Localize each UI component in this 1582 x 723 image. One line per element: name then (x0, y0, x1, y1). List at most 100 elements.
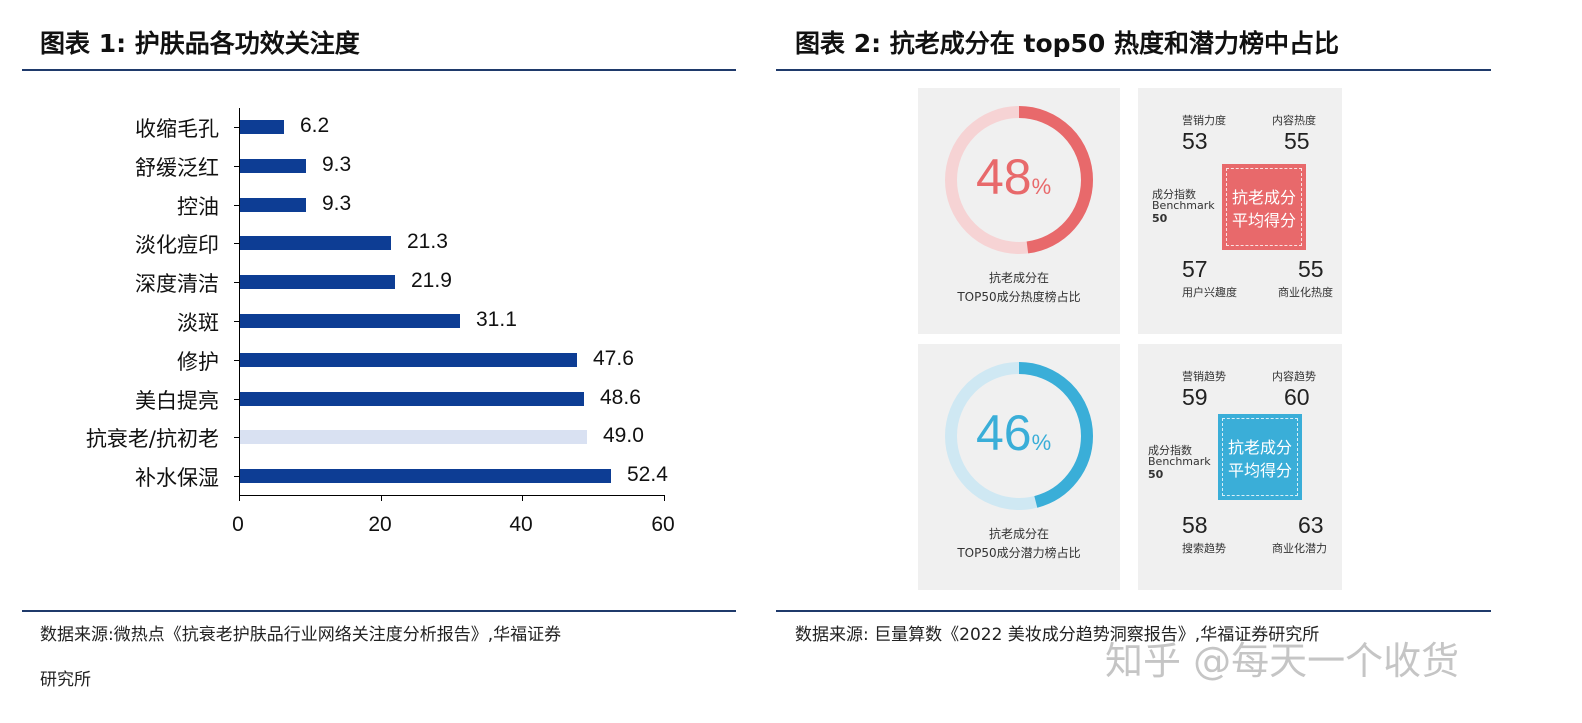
right-source-rule (776, 610, 1491, 612)
category-label: 美白提亮 (135, 389, 219, 413)
hot-percent: 48% (976, 148, 1051, 206)
x-tick-mark (664, 495, 665, 501)
hot-side-label3: 50 (1152, 212, 1168, 225)
potential-ring (945, 362, 1093, 510)
category-label: 深度清洁 (135, 272, 219, 296)
potential-ring-arc (945, 362, 1093, 510)
potential-tr-value: 60 (1284, 384, 1310, 410)
category-label: 修护 (177, 350, 219, 374)
hot-tr-value: 55 (1284, 128, 1310, 154)
bar (240, 236, 391, 250)
left-source-line2: 研究所 (40, 670, 91, 690)
y-tick-mark (234, 321, 239, 322)
y-tick-mark (234, 360, 239, 361)
hot-ring-arc (945, 106, 1093, 254)
y-axis-line (239, 108, 240, 495)
y-tick-mark (234, 282, 239, 283)
potential-caption-line1: 抗老成分在 (988, 527, 1049, 541)
y-tick-mark (234, 243, 239, 244)
value-label: 9.3 (322, 192, 352, 215)
y-tick-mark (234, 476, 239, 477)
potential-average-box: 抗老成分 平均得分 (1218, 414, 1302, 500)
y-tick-mark (234, 399, 239, 400)
hot-bl-label: 用户兴趣度 (1182, 286, 1237, 299)
potential-ring-panel: 46% 抗老成分在 TOP50成分潜力榜占比 (918, 344, 1120, 590)
category-label: 抗衰老/抗初老 (85, 427, 219, 451)
bar (240, 314, 461, 328)
bar (240, 469, 612, 483)
potential-caption-line2: TOP50成分潜力榜占比 (957, 546, 1081, 560)
y-tick-mark (234, 437, 239, 438)
right-title-rule (776, 69, 1491, 71)
value-label: 21.3 (407, 230, 448, 253)
left-source-line1: 数据来源:微热点《抗衰老护肤品行业网络关注度分析报告》,华福证券 (40, 625, 562, 645)
hot-ring (945, 106, 1093, 254)
hot-caption-line1: 抗老成分在 (988, 271, 1049, 285)
potential-percent-number: 46 (976, 405, 1032, 461)
right-chart-title: 图表 2: 抗老成分在 top50 热度和潜力榜中占比 (795, 29, 1340, 58)
watermark: 知乎 @每天一个收货 (1105, 639, 1460, 683)
value-label: 47.6 (593, 347, 634, 370)
hot-score-panel: 营销力度 53 内容热度 55 成分指数 Benchmark 50 抗老成分 平… (1138, 88, 1342, 334)
hot-bl-value: 57 (1182, 256, 1208, 282)
left-chart-title: 图表 1: 护肤品各功效关注度 (40, 29, 360, 58)
potential-percent: 46% (976, 404, 1051, 462)
value-label: 6.2 (300, 114, 330, 137)
category-label: 控油 (177, 195, 219, 219)
potential-side-label3: 50 (1148, 468, 1164, 481)
value-label: 48.6 (600, 386, 641, 409)
hot-box-line2: 平均得分 (1231, 211, 1296, 230)
value-label: 52.4 (627, 463, 668, 486)
value-label: 49.0 (603, 424, 644, 447)
y-tick-mark (234, 127, 239, 128)
potential-br-label: 商业化潜力 (1272, 542, 1327, 555)
hot-br-label: 商业化热度 (1278, 286, 1333, 299)
hot-average-box: 抗老成分 平均得分 (1222, 164, 1306, 250)
potential-tr-label: 内容趋势 (1272, 370, 1316, 383)
potential-box-line1: 抗老成分 (1227, 438, 1292, 457)
hot-box-line1: 抗老成分 (1231, 188, 1296, 207)
value-label: 31.1 (476, 308, 517, 331)
x-tick-label: 60 (651, 513, 675, 536)
hot-caption-line2: TOP50成分热度榜占比 (957, 290, 1081, 304)
hot-side-label1: 成分指数 (1152, 188, 1196, 201)
hot-percent-sign: % (1031, 174, 1052, 199)
potential-bl-label: 搜索趋势 (1182, 542, 1226, 555)
bar (240, 120, 284, 134)
hot-tl-value: 53 (1182, 128, 1208, 154)
potential-percent-sign: % (1031, 430, 1052, 455)
hot-side-label2: Benchmark (1152, 199, 1215, 212)
potential-side-label2: Benchmark (1148, 455, 1211, 468)
potential-side-label1: 成分指数 (1148, 444, 1192, 457)
category-label: 淡斑 (177, 311, 219, 335)
y-tick-mark (234, 166, 239, 167)
category-label: 收缩毛孔 (135, 117, 219, 141)
x-tick-label: 40 (509, 513, 533, 536)
bar (240, 430, 588, 444)
bar (240, 275, 396, 289)
x-axis-line (239, 495, 665, 496)
bar (240, 159, 306, 173)
x-tick-label: 0 (232, 513, 244, 536)
potential-bl-value: 58 (1182, 512, 1208, 538)
category-label: 舒缓泛红 (135, 156, 219, 180)
potential-tl-value: 59 (1182, 384, 1208, 410)
value-label: 9.3 (322, 153, 352, 176)
value-label: 21.9 (411, 269, 452, 292)
bar (240, 353, 578, 367)
x-tick-label: 20 (368, 513, 392, 536)
x-tick-mark (381, 495, 382, 501)
potential-tl-label: 营销趋势 (1182, 370, 1226, 383)
category-label: 补水保湿 (135, 466, 219, 490)
right-source: 数据来源: 巨量算数《2022 美妆成分趋势洞察报告》,华福证券研究所 (795, 625, 1320, 645)
category-label: 淡化痘印 (135, 233, 219, 257)
hot-percent-number: 48 (976, 149, 1032, 205)
hot-ring-panel: 48% 抗老成分在 TOP50成分热度榜占比 (918, 88, 1120, 334)
left-source-rule (22, 610, 736, 612)
bar (240, 198, 306, 212)
hot-tl-label: 营销力度 (1182, 114, 1226, 127)
bar (240, 392, 585, 406)
y-tick-mark (234, 205, 239, 206)
potential-box-line2: 平均得分 (1227, 461, 1292, 480)
x-tick-mark (239, 495, 240, 501)
